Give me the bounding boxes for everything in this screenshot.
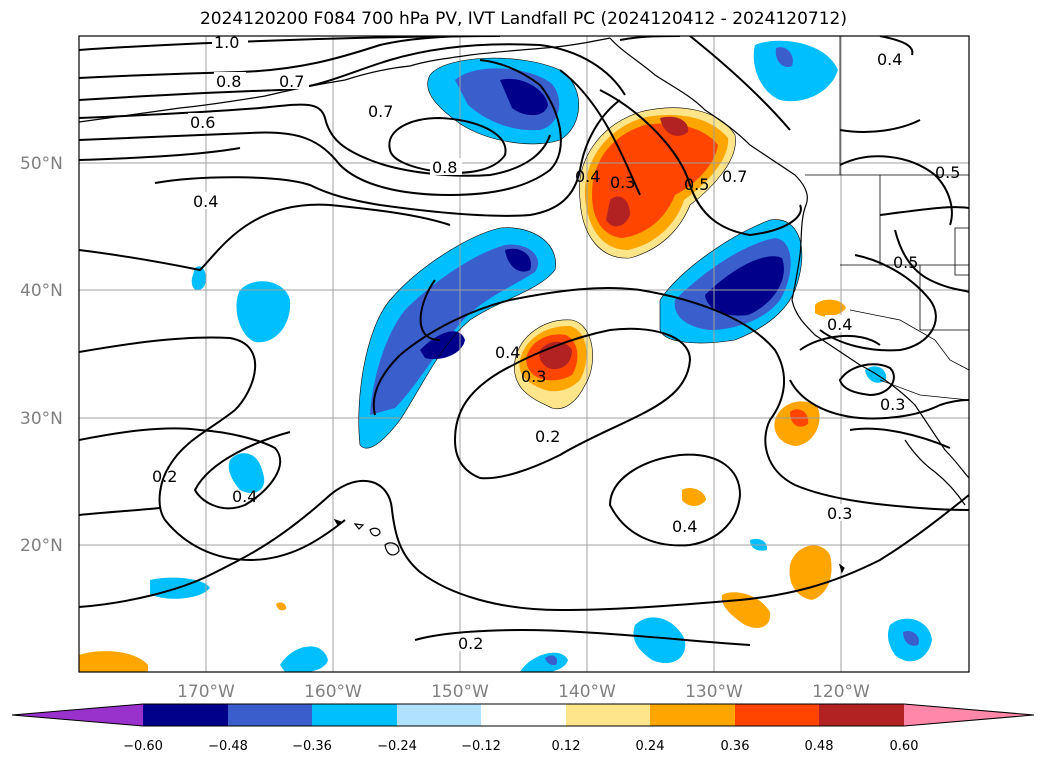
contour-label: 0.4 xyxy=(495,343,520,362)
contour-label: 0.3 xyxy=(610,173,635,192)
contour-label: 0.2 xyxy=(458,634,483,653)
lat-label: 20°N xyxy=(20,536,63,556)
colorbar-extend-low xyxy=(12,704,143,726)
shading-outlines xyxy=(358,57,803,449)
lon-label: 170°W xyxy=(177,682,235,702)
coastlines xyxy=(79,37,969,574)
lat-label: 50°N xyxy=(20,154,63,174)
contour-label: 0.2 xyxy=(535,427,560,446)
contour-label: 0.8 xyxy=(432,158,457,177)
lon-label: 140°W xyxy=(558,682,616,702)
colorbar-tick-label: 0.12 xyxy=(552,739,581,754)
colorbar-segment xyxy=(143,704,228,726)
pv-contours xyxy=(79,36,969,646)
colorbar-tick-label: 0.48 xyxy=(805,739,834,754)
colorbar-extend-high xyxy=(904,704,1034,726)
colorbar-segment xyxy=(312,704,397,726)
lon-label: 160°W xyxy=(304,682,362,702)
map-title: 2024120200 F084 700 hPa PV, IVT Landfall… xyxy=(199,9,847,29)
contour-label: 0.4 xyxy=(193,192,218,211)
colorbar-segment xyxy=(819,704,904,726)
colorbar-segment xyxy=(650,704,735,726)
colorbar-ticks: −0.60 −0.48 −0.36 −0.24 −0.12 0.12 0.24 … xyxy=(123,739,918,754)
colorbar-segment xyxy=(228,704,312,726)
contour-label: 1.0 xyxy=(214,33,239,52)
political-borders xyxy=(805,36,969,401)
contour-label: 0.4 xyxy=(672,517,697,536)
contour-label: 0.5 xyxy=(935,163,960,182)
colorbar-segment xyxy=(397,704,481,726)
positive-anomaly-shading xyxy=(79,107,846,672)
contour-label: 0.4 xyxy=(232,487,257,506)
colorbar-segment xyxy=(735,704,819,726)
contour-label: 0.3 xyxy=(827,504,852,523)
contour-label: 0.3 xyxy=(521,367,546,386)
contour-label: 0.7 xyxy=(279,72,304,91)
colorbar-tick-label: −0.60 xyxy=(123,739,163,754)
latitude-labels: 50°N 40°N 30°N 20°N xyxy=(20,154,63,556)
contour-label: 0.7 xyxy=(722,167,747,186)
negative-anomaly-shading xyxy=(150,40,932,672)
map-frame xyxy=(78,35,970,673)
colorbar-tick-label: −0.12 xyxy=(461,739,501,754)
contour-label-group: 1.0 0.8 0.7 0.6 0.7 0.8 0.4 0.4 0.3 0.5 … xyxy=(152,33,960,653)
colorbar-segment xyxy=(566,704,650,726)
colorbar-tick-label: 0.60 xyxy=(890,739,919,754)
colorbar-tick-label: −0.24 xyxy=(377,739,417,754)
colorbar-tick-label: −0.36 xyxy=(292,739,332,754)
contour-label: 0.4 xyxy=(877,50,902,69)
contour-label: 0.7 xyxy=(368,102,393,121)
longitude-labels: 170°W 160°W 150°W 140°W 130°W 120°W xyxy=(177,682,870,702)
colorbar-tick-label: 0.36 xyxy=(721,739,750,754)
colorbar-segment xyxy=(481,704,566,726)
colorbar-tick-label: 0.24 xyxy=(636,739,665,754)
contour-label: 0.4 xyxy=(575,167,600,186)
lat-label: 30°N xyxy=(20,409,63,429)
contour-label: 0.5 xyxy=(684,175,709,194)
lon-label: 120°W xyxy=(812,682,870,702)
lon-label: 130°W xyxy=(685,682,743,702)
contour-label: 0.6 xyxy=(190,113,215,132)
lon-label: 150°W xyxy=(431,682,489,702)
contour-label: 0.3 xyxy=(880,395,905,414)
contour-label: 0.8 xyxy=(216,72,241,91)
lat-label: 40°N xyxy=(20,281,63,301)
colorbar-tick-label: −0.48 xyxy=(208,739,248,754)
contour-label: 0.5 xyxy=(893,253,918,272)
contour-label: 0.4 xyxy=(827,315,852,334)
contour-label: 0.2 xyxy=(152,467,177,486)
colorbar: −0.60 −0.48 −0.36 −0.24 −0.12 0.12 0.24 … xyxy=(11,703,1035,754)
